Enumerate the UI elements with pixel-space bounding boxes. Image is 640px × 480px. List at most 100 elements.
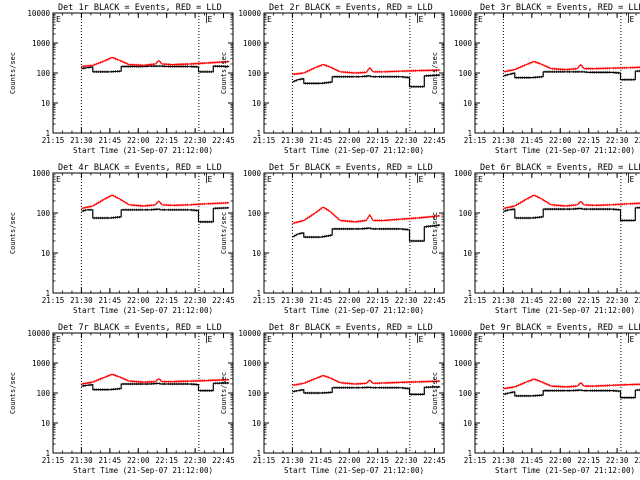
x-tick-label: 22:45 [423,296,446,305]
y-tick-label: 100 [247,389,261,398]
x-tick-label: 21:30 [281,136,304,145]
y-tick-label: 1 [467,289,472,298]
event-marker-label: E [267,15,272,24]
x-tick-label: 21:30 [70,136,93,145]
y-tick-label: 10 [252,249,262,258]
y-tick-label: 10 [463,249,473,258]
x-axis-label: Start Time (21-Sep-07 21:12:00) [495,146,635,155]
x-tick-label: 22:15 [155,136,178,145]
x-tick-label: 21:30 [281,296,304,305]
x-tick-label: 22:15 [155,296,178,305]
x-axis-label: Start Time (21-Sep-07 21:12:00) [495,306,635,315]
plot-frame [52,332,234,454]
x-tick-label: 22:15 [155,456,178,465]
x-tick-label: 22:15 [577,136,600,145]
x-tick-label: 22:00 [549,456,572,465]
y-tick-label: 100 [36,69,50,78]
y-axis-label: Counts/sec [220,52,228,94]
flag-marker-label: E [629,335,634,344]
panel-det-5: Det 5r BLACK = Events, RED = LLD Counts/s… [220,163,446,315]
x-tick-label: 21:15 [464,136,487,145]
x-tick-label: 22:45 [634,456,640,465]
x-tick-label: 21:15 [253,296,276,305]
y-tick-label: 1 [256,289,261,298]
y-tick-label: 1000 [454,39,473,48]
panel-title: Det 4r BLACK = Events, RED = LLD [58,163,222,173]
y-tick-label: 100 [458,389,472,398]
x-tick-label: 21:45 [310,456,333,465]
y-tick-label: 1 [256,449,261,458]
x-tick-label: 22:15 [366,296,389,305]
y-tick-label: 1 [467,449,472,458]
y-axis-label: Counts/sec [220,212,228,254]
panel-title: Det 2r BLACK = Events, RED = LLD [269,3,433,13]
x-tick-label: 21:30 [281,456,304,465]
x-axis-label: Start Time (21-Sep-07 21:12:00) [73,306,213,315]
panel-det-2: Det 2r BLACK = Events, RED = LLD Counts/s… [220,3,446,155]
x-tick-label: 22:30 [184,136,207,145]
event-marker-label: E [56,15,61,24]
y-tick-label: 10000 [449,329,472,338]
x-tick-label: 22:30 [395,296,418,305]
y-tick-label: 100 [36,209,50,218]
flag-marker-label: E [418,15,423,24]
series-line-events [292,224,441,242]
y-tick-label: 1 [467,129,472,138]
y-tick-label: 100 [247,69,261,78]
event-marker-label: E [478,15,483,24]
plot-frame [263,332,445,454]
y-tick-label: 100 [247,209,261,218]
x-tick-label: 22:00 [338,456,361,465]
series-line-events [503,70,640,81]
y-tick-label: 1000 [454,169,473,178]
y-tick-label: 10 [41,249,51,258]
y-tick-label: 10 [463,99,473,108]
x-tick-label: 22:45 [423,456,446,465]
plot-frame [52,12,234,134]
event-marker-label: E [56,175,61,184]
x-axis-label: Start Time (21-Sep-07 21:12:00) [284,146,424,155]
x-tick-label: 22:00 [127,456,150,465]
flag-marker-label: E [418,335,423,344]
x-axis-label: Start Time (21-Sep-07 21:12:00) [284,466,424,475]
event-marker-label: E [478,335,483,344]
y-axis-label: Counts/sec [220,372,228,414]
x-axis-label: Start Time (21-Sep-07 21:12:00) [495,466,635,475]
series-line-events [503,389,640,399]
flag-marker-label: E [418,175,423,184]
y-tick-label: 100 [36,389,50,398]
panel-det-8: Det 8r BLACK = Events, RED = LLD Counts/s… [220,323,446,475]
x-tick-label: 21:15 [253,136,276,145]
series-line-lld [292,375,441,386]
x-tick-label: 22:30 [606,456,629,465]
y-tick-label: 10 [41,99,51,108]
flag-marker-label: E [207,15,212,24]
x-tick-label: 22:00 [127,296,150,305]
panel-det-9: Det 9r BLACK = Events, RED = LLD Counts/s… [431,323,640,475]
event-marker-label: E [267,175,272,184]
x-tick-label: 22:15 [577,296,600,305]
y-tick-label: 1000 [32,169,51,178]
x-tick-label: 21:15 [464,296,487,305]
x-tick-label: 22:15 [366,136,389,145]
y-tick-label: 100 [458,69,472,78]
x-tick-label: 22:00 [549,296,572,305]
plot-frame [263,172,445,294]
y-tick-label: 10000 [27,329,50,338]
x-tick-label: 22:30 [395,136,418,145]
y-tick-label: 1 [45,129,50,138]
panel-det-4: Det 4r BLACK = Events, RED = LLD Counts/s… [9,163,235,315]
panel-title: Det 5r BLACK = Events, RED = LLD [269,163,433,173]
series-line-events [503,207,640,222]
panel-det-1: Det 1r BLACK = Events, RED = LLD Counts/s… [9,3,235,155]
event-marker-label: E [478,175,483,184]
y-tick-label: 100 [458,209,472,218]
y-tick-label: 1000 [32,39,51,48]
y-tick-label: 1 [256,129,261,138]
y-tick-label: 1000 [454,359,473,368]
panel-det-6: Det 6r BLACK = Events, RED = LLD Counts/s… [431,163,640,315]
x-tick-label: 22:30 [395,456,418,465]
x-tick-label: 21:15 [42,456,65,465]
series-line-events [81,382,230,392]
y-axis-label: Counts/sec [431,212,439,254]
